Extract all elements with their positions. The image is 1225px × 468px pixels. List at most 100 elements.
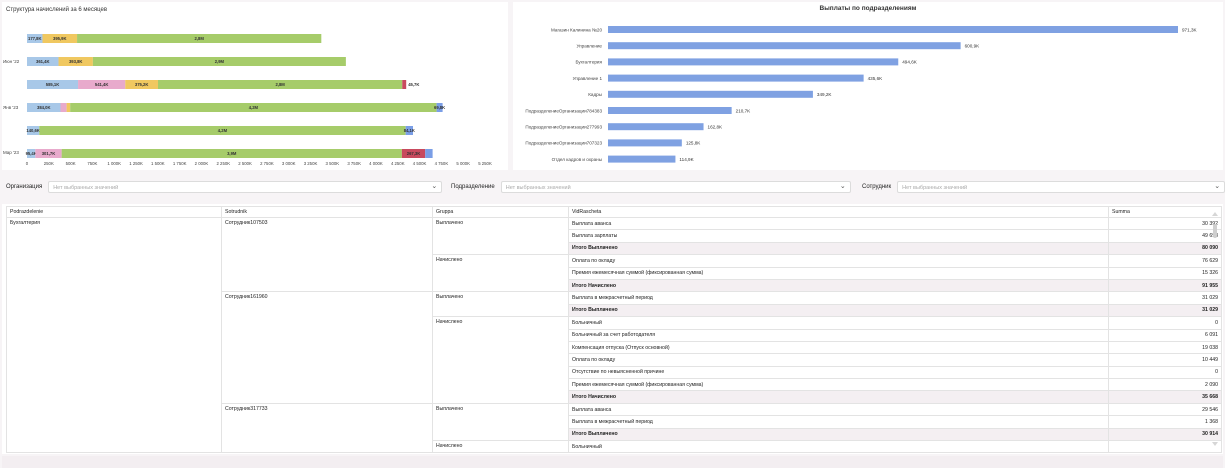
x-tick-label: 5 000K <box>456 161 470 166</box>
pivot-table: Podrazdelenie Sotrudnik Gruppa VidRasche… <box>6 206 1222 454</box>
column-header[interactable]: Podrazdelenie <box>6 206 222 218</box>
segment-label: 301,7K <box>42 151 56 156</box>
value-label: 600,9K <box>965 44 980 49</box>
segment-label: 2,8M <box>275 82 285 87</box>
table-row: Начислено Больничный <box>7 440 1222 454</box>
bar-segment <box>42 34 78 43</box>
scrollbar-thumb[interactable] <box>1213 224 1217 238</box>
sum-cell <box>1108 440 1222 454</box>
segment-label: 384,0K <box>37 105 51 110</box>
left-chart-panel: Структура начислений за 6 месяцев 177,8K… <box>2 2 508 170</box>
table-row: Выплата зарплаты 49 698 <box>7 229 1222 243</box>
x-tick-label: 2 000K <box>195 161 209 166</box>
category-label: Отдел кадров и охраны <box>552 157 602 162</box>
calc-type-cell: Оплата по окладу <box>568 353 1109 367</box>
bottom-strip <box>2 456 1223 468</box>
table-row: Итого Выплачено 80 090 <box>7 241 1222 256</box>
sum-cell: 30 392 <box>1108 216 1222 231</box>
bar-segment <box>39 126 406 135</box>
bar <box>608 90 813 98</box>
pivot-table-panel: Podrazdelenie Sotrudnik Gruppa VidRasche… <box>2 204 1223 454</box>
segment-label: 69,8K <box>434 105 445 110</box>
sum-cell: 0 <box>1108 316 1222 330</box>
bar-segment <box>60 103 67 112</box>
dept-select[interactable]: Нет выбранных значений ⌄ <box>500 180 851 193</box>
x-tick-label: 1 250K <box>129 161 143 166</box>
sum-cell: 31 029 <box>1108 303 1222 318</box>
stacked-bar-chart: 177,8K 395,9K 2,8M 361,4K 393,8K 2,9M 585,1K 54… <box>3 34 492 166</box>
emp-filter: Сотрудник Нет выбранных значений ⌄ <box>862 178 1225 195</box>
bar-segment <box>425 149 433 158</box>
chevron-down-icon: ⌄ <box>1214 182 1221 190</box>
calc-type-cell: Больничный <box>568 440 1109 454</box>
bar-segment <box>436 103 443 112</box>
chevron-down-icon: ⌄ <box>839 182 846 190</box>
column-header[interactable]: Gruppa <box>432 206 569 218</box>
employee-cell: Сотрудник161960 <box>221 291 433 404</box>
sum-cell: 31 029 <box>1108 291 1222 305</box>
bar <box>608 155 676 163</box>
category-label: Бухгалтерия <box>575 60 602 65</box>
value-label: 125,8K <box>686 141 701 146</box>
sum-cell: 15 326 <box>1108 266 1222 280</box>
segment-label: 395,9K <box>53 36 67 41</box>
group-cell: Выплачено <box>432 291 569 318</box>
scroll-up-arrow-icon[interactable] <box>1212 212 1218 216</box>
org-select-placeholder: Нет выбранных значений <box>53 184 119 191</box>
bar-segment <box>27 34 43 43</box>
dept-filter: Подразделение Нет выбранных значений ⌄ <box>451 178 851 195</box>
y-axis-label: Июн '22 <box>3 59 20 64</box>
bar-segment <box>92 57 346 66</box>
calc-type-cell: Премия ежемесячная суммой (фиксированная… <box>568 378 1109 392</box>
segment-label: 95,4K <box>26 151 37 156</box>
sum-cell: 30 914 <box>1108 427 1222 442</box>
table-row: Бухгалтерия Сотрудник107503 Выплачено Выпла… <box>6 216 1222 454</box>
calc-type-cell: Больничный за счет работодателя <box>568 328 1109 342</box>
calc-type-cell: Больничный <box>568 316 1109 330</box>
calc-type-cell: Выплата аванса <box>568 402 1109 417</box>
x-tick-label: 1 750K <box>173 161 187 166</box>
scroll-down-arrow-icon[interactable] <box>1212 442 1218 446</box>
emp-select[interactable]: Нет выбранных значений ⌄ <box>897 180 1225 193</box>
category-label: ПодразделениеОрганизации707323 <box>525 141 602 146</box>
calc-type-cell: Выплата зарплаты <box>568 229 1109 243</box>
segment-label: 2,9M <box>215 59 225 64</box>
bar-segment <box>58 57 93 66</box>
table-row: Начислено Оплата по окладу 76 629 <box>7 254 1222 293</box>
column-header[interactable]: Sotrudnik <box>221 206 433 218</box>
column-header[interactable]: VidRascheta <box>568 206 1109 218</box>
bar-segment <box>158 80 403 89</box>
sum-cell: 1 368 <box>1108 415 1222 429</box>
dept-cell: Бухгалтерия <box>6 216 222 454</box>
column-header[interactable]: Summa <box>1108 206 1222 218</box>
x-tick-label: 5 250K <box>478 161 492 166</box>
x-tick-label: 4 500K <box>413 161 427 166</box>
table-row: Итого Начислено 35 668 <box>7 390 1222 404</box>
category-label: Магазин Калинина №20 <box>551 27 602 32</box>
category-label: Управление <box>576 44 602 49</box>
bar-segment <box>27 126 40 135</box>
y-axis-label: Янв '23 <box>3 105 19 110</box>
segment-label: 4,2M <box>249 105 259 110</box>
bar <box>608 26 1178 33</box>
group-cell: Начислено <box>432 254 569 293</box>
vertical-scrollbar[interactable] <box>1211 212 1219 448</box>
sum-cell: 91 955 <box>1108 278 1222 293</box>
sum-cell: 76 629 <box>1108 254 1222 268</box>
x-tick-label: 1 500K <box>151 161 165 166</box>
right-chart-panel: Выплаты по подразделениям Магазин Калини… <box>513 2 1223 170</box>
segment-label: 393,8K <box>69 59 83 64</box>
category-label: ПодразделениеОрганизации784383 <box>525 108 602 113</box>
right-chart-title: Выплаты по подразделениям <box>819 5 917 12</box>
bar-segment <box>70 103 437 112</box>
dept-filter-label: Подразделение <box>451 183 495 190</box>
segment-label: 541,4K <box>95 82 109 87</box>
x-tick-label: 4 750K <box>435 161 449 166</box>
category-label: Кадры <box>588 92 602 97</box>
sum-cell: 80 090 <box>1108 241 1222 256</box>
category-label: Управление 1 <box>573 76 603 81</box>
calc-type-cell: Итого Начислено <box>568 278 1109 293</box>
x-tick-label: 3 750K <box>347 161 361 166</box>
org-select[interactable]: Нет выбранных значений ⌄ <box>48 180 443 193</box>
segment-label: 267,3K <box>407 151 421 156</box>
